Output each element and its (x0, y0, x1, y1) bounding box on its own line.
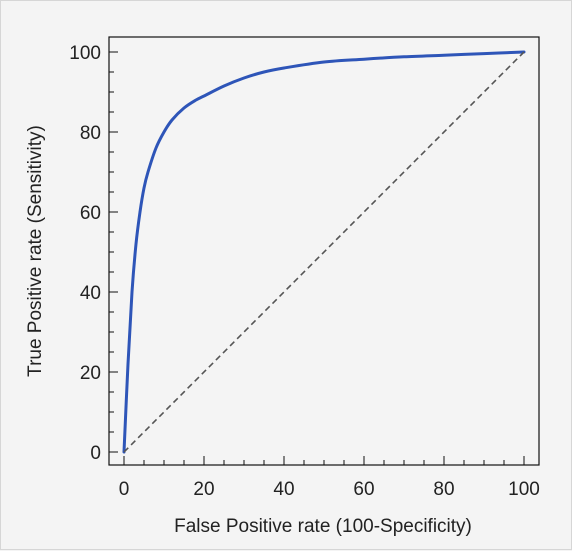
y-tick-label: 40 (80, 283, 101, 304)
x-axis-label: False Positive rate (100-Specificity) (174, 516, 472, 537)
x-tick-label: 100 (508, 479, 540, 500)
y-tick-label: 60 (80, 203, 101, 224)
plot-area-border (108, 36, 540, 466)
x-tick-label: 40 (273, 479, 294, 500)
x-tick-label: 0 (119, 479, 130, 500)
x-tick-label: 60 (353, 479, 374, 500)
x-tick-label: 80 (433, 479, 454, 500)
reference-diagonal-line (123, 51, 525, 453)
y-tick-label: 20 (80, 363, 101, 384)
x-tick-label: 20 (193, 479, 214, 500)
ticks-layer: 0 20 40 60 80 100 0 20 40 60 80 100 (69, 43, 540, 500)
roc-curve-line (122, 50, 526, 454)
y-tick-label: 100 (69, 43, 101, 64)
y-tick-label: 0 (90, 443, 101, 464)
series-layer (122, 50, 526, 454)
y-axis-label: True Positive rate (Sensitivity) (25, 125, 46, 377)
y-tick-label: 80 (80, 123, 101, 144)
